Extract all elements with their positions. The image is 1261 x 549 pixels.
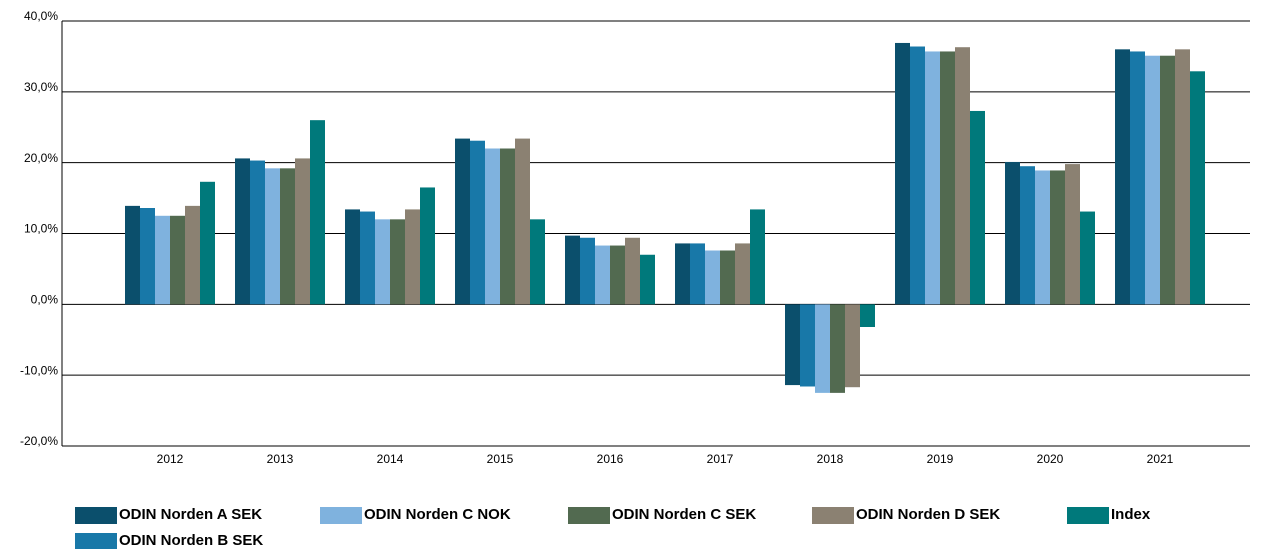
x-tick-label: 2017 <box>707 452 734 466</box>
bar <box>580 237 595 305</box>
x-tick-label: 2012 <box>157 452 184 466</box>
y-tick-label: 20,0% <box>24 151 58 165</box>
legend-swatch <box>320 507 362 524</box>
bar <box>310 120 325 305</box>
bar <box>470 140 485 305</box>
bar <box>830 304 845 393</box>
bar <box>390 219 405 305</box>
x-tick-label: 2015 <box>487 452 514 466</box>
legend-swatch <box>75 507 117 524</box>
bar <box>720 250 735 305</box>
bar <box>735 243 750 305</box>
legend-swatch <box>568 507 610 524</box>
bar <box>1145 55 1160 305</box>
x-tick-label: 2018 <box>817 452 844 466</box>
bar <box>515 138 530 305</box>
bar <box>455 138 470 305</box>
x-tick-label: 2021 <box>1147 452 1174 466</box>
bar <box>1080 211 1095 305</box>
bar <box>565 235 580 305</box>
bar <box>235 158 250 305</box>
y-tick-label: 40,0% <box>24 9 58 23</box>
x-tick-label: 2013 <box>267 452 294 466</box>
bar <box>295 158 310 305</box>
legend-swatch <box>1067 507 1109 524</box>
bar <box>910 46 925 305</box>
legend-swatch <box>812 507 854 524</box>
legend-label: ODIN Norden A SEK <box>119 506 262 523</box>
bar <box>955 47 970 305</box>
bar <box>1050 170 1065 305</box>
bar <box>405 209 420 305</box>
y-tick-label: 0,0% <box>31 293 59 307</box>
bar <box>800 304 815 387</box>
legend-label: ODIN Norden C SEK <box>612 506 756 523</box>
bar <box>360 211 375 305</box>
bar <box>500 148 515 305</box>
legend-label: ODIN Norden B SEK <box>119 532 263 549</box>
bar <box>1020 166 1035 305</box>
bar <box>640 254 655 305</box>
x-tick-label: 2019 <box>927 452 954 466</box>
bar <box>705 250 720 305</box>
bar <box>140 208 155 305</box>
bar <box>530 219 545 305</box>
bar <box>1175 49 1190 305</box>
legend-label: Index <box>1111 506 1151 523</box>
bar <box>280 168 295 305</box>
bar <box>970 110 985 305</box>
bar <box>155 215 170 305</box>
bar <box>265 168 280 305</box>
bar <box>1065 164 1080 305</box>
bar <box>345 209 360 305</box>
bar <box>250 160 265 305</box>
y-tick-label: -10,0% <box>20 363 58 377</box>
x-tick-label: 2014 <box>377 452 404 466</box>
bar <box>845 304 860 388</box>
bar <box>1035 170 1050 305</box>
bar <box>375 219 390 305</box>
bar <box>750 209 765 305</box>
bar <box>940 51 955 305</box>
bar <box>860 304 875 327</box>
bar <box>625 237 640 305</box>
bar <box>895 42 910 305</box>
legend-label: ODIN Norden C NOK <box>364 506 511 523</box>
bar <box>595 245 610 305</box>
bar <box>125 205 140 305</box>
bar <box>1115 49 1130 305</box>
bar <box>690 243 705 305</box>
legend-label: ODIN Norden D SEK <box>856 506 1000 523</box>
legend-swatch <box>75 533 117 549</box>
bar <box>185 205 200 305</box>
bar <box>200 181 215 305</box>
x-tick-label: 2016 <box>597 452 624 466</box>
x-tick-label: 2020 <box>1037 452 1064 466</box>
bar <box>1190 71 1205 305</box>
bar <box>420 187 435 305</box>
bar <box>170 215 185 305</box>
bar <box>1160 55 1175 305</box>
y-tick-label: 30,0% <box>24 80 58 94</box>
bar <box>1130 51 1145 305</box>
y-tick-label: -20,0% <box>20 434 58 448</box>
bar <box>675 243 690 305</box>
bar <box>1005 161 1020 305</box>
bar <box>815 304 830 393</box>
bar <box>925 51 940 305</box>
bar <box>610 245 625 305</box>
bar <box>785 304 800 386</box>
y-tick-label: 10,0% <box>24 222 58 236</box>
bar <box>485 148 500 305</box>
